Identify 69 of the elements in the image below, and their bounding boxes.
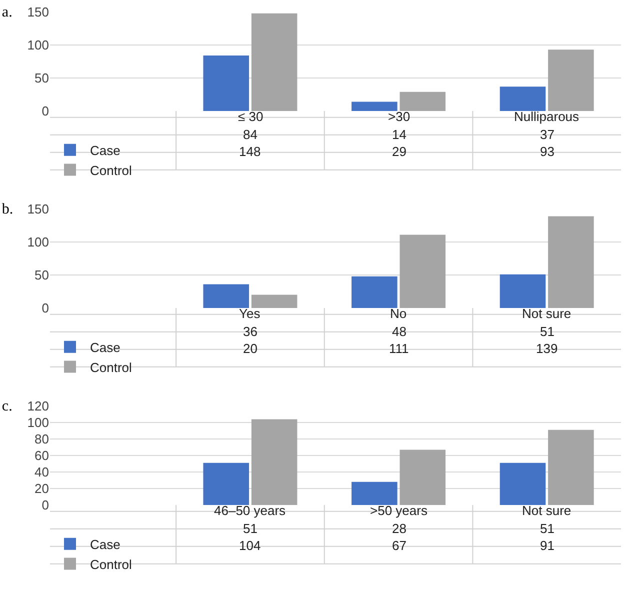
- legend-label: Control: [90, 162, 132, 178]
- text: a.: [2, 4, 12, 20]
- data-label: 29: [392, 144, 406, 159]
- bar: [500, 274, 546, 308]
- y-tick-label: 50: [34, 268, 49, 283]
- bar: [352, 102, 398, 111]
- y-tick-label: 100: [27, 415, 49, 430]
- data-label: 93: [540, 144, 554, 159]
- data-label: 37: [540, 127, 554, 142]
- y-tick-label: 0: [42, 104, 49, 119]
- y-tick-label: 120: [27, 398, 49, 414]
- data-label: 91: [540, 538, 554, 553]
- y-tick-label: 80: [34, 432, 49, 447]
- y-tick-label: 20: [34, 481, 49, 496]
- y-tick-label: 150: [27, 202, 49, 217]
- legend-label: Case: [90, 340, 120, 355]
- y-tick-label: 100: [27, 234, 49, 250]
- x-tick-label: >50 years: [370, 503, 428, 518]
- bar: [352, 482, 398, 505]
- x-tick-label: Nulliparous: [514, 109, 580, 124]
- bar: [203, 462, 250, 505]
- y-tick-label: 40: [34, 464, 49, 480]
- y-tick-label: 0: [42, 300, 49, 316]
- chart-title: c.: [2, 398, 12, 414]
- legend-label: Case: [90, 536, 120, 552]
- bar: [500, 462, 546, 505]
- y-tick-label: 150: [27, 4, 49, 20]
- data-label: 51: [243, 521, 258, 536]
- legend-label: Control: [90, 360, 132, 375]
- x-tick-label: No: [390, 306, 407, 321]
- y-tick-label: 60: [34, 448, 49, 464]
- bar: [251, 419, 298, 505]
- y-tick-label: 100: [27, 38, 49, 53]
- data-label: 20: [243, 341, 258, 356]
- x-tick-label: >30: [388, 109, 410, 124]
- data-label: 51: [540, 324, 554, 339]
- bar: [500, 86, 546, 111]
- bar: [251, 13, 298, 111]
- bar: [548, 216, 594, 308]
- data-label: 28: [392, 521, 406, 536]
- legend-label: Case: [90, 142, 120, 158]
- data-label: 14: [392, 127, 406, 142]
- data-label: 111: [389, 341, 409, 356]
- data-label: 148: [239, 144, 261, 159]
- y-tick-label: 50: [34, 70, 49, 86]
- data-label: 84: [243, 127, 258, 142]
- bar: [400, 450, 446, 505]
- chart-title: b.: [2, 201, 14, 218]
- bar: [400, 92, 446, 111]
- bar: [548, 50, 594, 111]
- bar: [352, 276, 398, 308]
- bar: [203, 284, 250, 308]
- data-label: 67: [392, 538, 406, 553]
- data-label: 139: [536, 341, 558, 356]
- bar: [548, 430, 594, 505]
- data-label: 36: [243, 324, 258, 339]
- legend-label: Control: [90, 556, 132, 572]
- bar: [251, 294, 298, 308]
- x-tick-label: Not sure: [522, 306, 572, 321]
- bar: [400, 234, 446, 308]
- x-tick-label: ≤ 30: [238, 109, 264, 124]
- data-label: 51: [540, 521, 554, 536]
- x-tick-label: 46–50 years: [214, 503, 286, 518]
- x-tick-label: Not sure: [522, 503, 572, 518]
- x-tick-label: Yes: [239, 306, 261, 321]
- data-label: 104: [239, 538, 261, 553]
- bar: [203, 56, 250, 111]
- data-label: 48: [392, 324, 406, 339]
- y-tick-label: 0: [42, 498, 49, 513]
